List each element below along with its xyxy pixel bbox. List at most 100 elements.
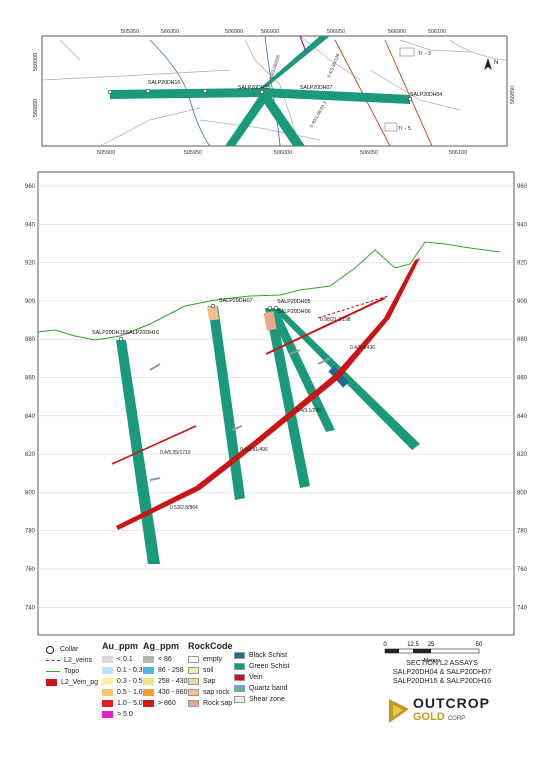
legend-label: 0.5 - 1.0 bbox=[117, 689, 143, 696]
plan-tracks bbox=[41, 35, 471, 147]
scale-tick: 25 bbox=[428, 642, 435, 648]
plan-top-ticks: 505950 566950 506000 566900 506050 56690… bbox=[121, 29, 446, 35]
elevation-tick-right: 920 bbox=[517, 261, 528, 267]
vein-left bbox=[111, 425, 197, 465]
legend-swatch bbox=[188, 678, 199, 685]
plan-contour bbox=[449, 39, 508, 61]
plan-creek bbox=[149, 39, 211, 147]
legend-label: Rock sap bbox=[203, 700, 233, 707]
cross-section: 960940920900880860840820800780760740720 … bbox=[25, 171, 528, 636]
legend-rock2: Black Schist Green Schist Vein Quartz band S… bbox=[234, 650, 304, 705]
legend-swatch bbox=[102, 711, 113, 718]
legend-swatch bbox=[102, 656, 113, 663]
legend-item: empty bbox=[188, 654, 238, 665]
plan-top-tick: 566900 bbox=[261, 29, 279, 35]
plan-tr-label: Tr - 5 bbox=[398, 126, 411, 132]
legend-rock-list: empty soil Sap sap rock Rock sap bbox=[188, 654, 238, 709]
legend-swatch bbox=[234, 696, 245, 703]
plan-tr3-box bbox=[399, 47, 415, 57]
elevation-tick-right: 880 bbox=[517, 337, 528, 343]
plan-creek-2 bbox=[264, 35, 281, 147]
svg-text:N: N bbox=[494, 60, 498, 66]
elevation-tick-right: 860 bbox=[517, 376, 528, 382]
plan-bottom-tick: 505950 bbox=[184, 150, 202, 156]
topo-line-icon bbox=[46, 671, 60, 672]
section-hole-label: SALP20DH06 bbox=[277, 309, 311, 315]
legend-swatch bbox=[234, 674, 245, 681]
plan-left-tick: 566850 bbox=[33, 99, 39, 117]
legend-swatch bbox=[188, 656, 199, 663]
plan-tr-label: Tr - 3 bbox=[418, 51, 431, 57]
legend-label: Shear zone bbox=[249, 696, 285, 703]
section-grid bbox=[38, 185, 514, 608]
legend-rock-title: RockCode bbox=[188, 641, 233, 651]
plan-top-tick: 506100 bbox=[428, 29, 446, 35]
legend-label: 86 - 258 bbox=[158, 667, 184, 674]
scale-tick: 50 bbox=[476, 642, 483, 648]
plan-hole-labels: SALP20DH16 SALP20DH05 SALP20DH07 SALP20D… bbox=[148, 80, 442, 98]
plan-collars bbox=[107, 88, 413, 102]
legend-swatch bbox=[188, 667, 199, 674]
plan-bottom-tick: 506050 bbox=[360, 150, 378, 156]
sap-top-dh05 bbox=[263, 311, 277, 331]
legend-label: 0.1 - 0.3 bbox=[117, 667, 143, 674]
legend-label: Quartz band bbox=[249, 685, 288, 692]
assay-ticks bbox=[149, 349, 331, 481]
plan-top-tick: 566900 bbox=[388, 29, 406, 35]
elevation-tick-right: 900 bbox=[517, 299, 528, 305]
legend-au: Au_ppm < 0.1 0.1 - 0.3 0.3 - 0.5 0.5 - 1.0 1… bbox=[102, 641, 148, 720]
section-title-line3: SALP20DH15 & SALP20DH16 bbox=[392, 676, 492, 685]
elevation-tick-left: 760 bbox=[25, 567, 36, 573]
legend-swatch bbox=[143, 700, 154, 707]
outcrop-logo: OUTCROP GOLD CORP bbox=[383, 693, 503, 727]
legend-item: 0.3 - 0.5 bbox=[102, 676, 148, 687]
legend-label: < 86 bbox=[158, 656, 172, 663]
plan-bottom-tick: 505900 bbox=[97, 150, 115, 156]
plan-tr5-box bbox=[384, 122, 398, 132]
legend-lines: Collar L2_veins Topo L2_Vein_pg bbox=[46, 644, 106, 688]
legend-label: Green Schist bbox=[249, 663, 290, 670]
drill-holes bbox=[116, 305, 420, 564]
legend-swatch bbox=[234, 652, 245, 659]
elevation-tick-left: 780 bbox=[25, 529, 36, 535]
north-arrow-icon: N bbox=[484, 58, 498, 70]
section-title: SECTION L2 ASSAYS SALP20DH04 & SALP20DH0… bbox=[377, 658, 507, 685]
elevation-tick-right: 760 bbox=[517, 567, 528, 573]
section-hole-label: SALP20DH05 bbox=[277, 299, 311, 305]
legend-item: < 86 bbox=[143, 654, 189, 665]
legend-item: Rock sap bbox=[188, 698, 238, 709]
section-assay-label: 0.4/5.35/1710 bbox=[160, 450, 191, 456]
legend-label: > 860 bbox=[158, 700, 176, 707]
section-hole-label: SALP20DH15SALP20DH16 bbox=[92, 330, 159, 336]
logo-sub2: CORP bbox=[447, 716, 466, 722]
drill-hole-dh05 bbox=[265, 308, 310, 488]
dashed-line-icon bbox=[46, 660, 60, 661]
plan-trace-dh05 bbox=[258, 36, 330, 90]
section-assay-labels: 0.98/21.3/198 0.4/3.8/436 0.4/3.1/249 0.… bbox=[160, 317, 375, 511]
legend-label: 258 - 430 bbox=[158, 678, 188, 685]
elevation-tick-right: 780 bbox=[517, 529, 528, 535]
section-elevation-right: 960940920900880860840820800780760740720 bbox=[517, 184, 528, 611]
elevation-tick-right: 820 bbox=[517, 452, 528, 458]
legend-label: soil bbox=[203, 667, 214, 674]
legend-l2-veins-label: L2_veins bbox=[64, 657, 93, 664]
legend-swatch bbox=[188, 700, 199, 707]
plan-trace-dh06 bbox=[258, 92, 305, 146]
section-assay-label: 0.98/21.3/198 bbox=[320, 317, 351, 323]
legend-swatch bbox=[143, 689, 154, 696]
elevation-tick-left: 920 bbox=[25, 261, 36, 267]
elevation-tick-left: 800 bbox=[25, 490, 36, 496]
legend-item: Shear zone bbox=[234, 694, 304, 705]
section-title-line1: SECTION L2 ASSAYS bbox=[406, 658, 478, 667]
elevation-tick-right: 840 bbox=[517, 414, 528, 420]
elevation-tick-left: 840 bbox=[25, 414, 36, 420]
plan-hole-label: SALP20DH07 bbox=[300, 85, 332, 91]
legend-collar: Collar bbox=[46, 644, 106, 655]
plan-drill-traces bbox=[110, 35, 410, 146]
section-frame bbox=[37, 171, 515, 636]
legend-au-title: Au_ppm bbox=[102, 641, 138, 651]
logo-mark-icon bbox=[389, 699, 409, 723]
legend-label: sap rock bbox=[203, 689, 230, 696]
vein-dashed bbox=[317, 295, 389, 319]
plan-bottom-ticks: 505900 505950 506000 506050 506100 bbox=[97, 150, 467, 156]
